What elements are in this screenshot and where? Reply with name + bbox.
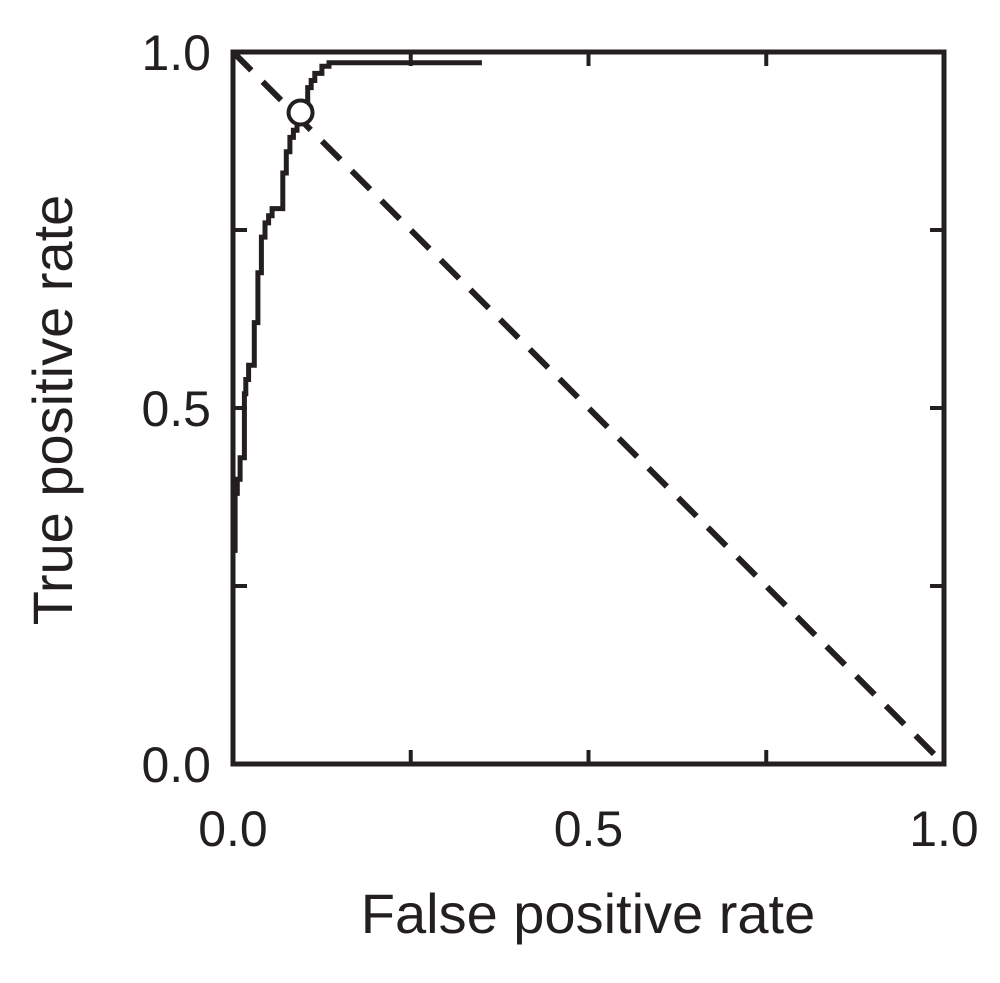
x-tick-label: 0.5 xyxy=(554,801,624,857)
y-tick-label: 1.0 xyxy=(141,25,211,81)
y-axis-label: True positive rate xyxy=(21,195,84,626)
y-tick-label: 0.0 xyxy=(141,737,211,793)
x-tick-label: 1.0 xyxy=(909,801,979,857)
plot-curves xyxy=(230,49,947,767)
plot-markers xyxy=(286,98,315,127)
operating-point-marker xyxy=(286,98,315,127)
axis-ticks xyxy=(231,50,946,766)
y-tick-label: 0.5 xyxy=(141,381,211,437)
x-axis-label: False positive rate xyxy=(361,882,815,945)
tick-labels: 0.0 0.5 1.0 0.0 0.5 1.0 xyxy=(141,25,978,857)
roc-curve-line xyxy=(230,60,482,622)
chance-diagonal-line xyxy=(230,49,947,767)
x-tick-label: 0.0 xyxy=(198,801,268,857)
